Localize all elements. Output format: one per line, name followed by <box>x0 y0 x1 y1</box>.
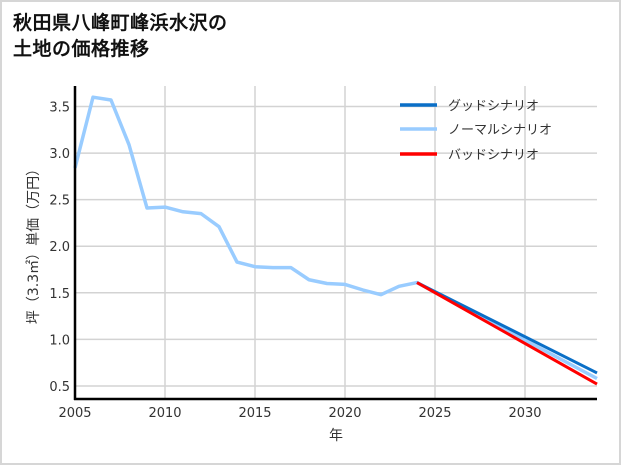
y-tick-label: 1.5 <box>49 287 70 302</box>
legend-label: バッドシナリオ <box>448 148 539 163</box>
title-line-2: 土地の価格推移 <box>13 38 150 60</box>
gridlines <box>74 86 597 399</box>
y-axis-label: 坪（3.3㎡）単価（万円） <box>26 162 42 324</box>
x-tick-label: 2025 <box>418 406 451 421</box>
series-line <box>416 281 598 386</box>
x-axis-label: 年 <box>329 428 343 444</box>
tick-labels: 0.5 1.0 1.5 2.0 2.5 3.0 3.5 2005 2010 2015 2020 202… <box>49 100 541 421</box>
legend-label: ノーマルシナリオ <box>448 123 552 138</box>
y-tick-label: 3.5 <box>49 100 70 115</box>
series-line <box>416 281 598 375</box>
x-tick-label: 2010 <box>148 406 181 421</box>
y-tick-label: 1.0 <box>49 333 70 348</box>
axes <box>73 86 597 401</box>
x-tick-label: 2015 <box>238 406 271 421</box>
x-tick-label: 2020 <box>328 406 361 421</box>
title-line-1: 秋田県八峰町峰浜水沢の <box>13 12 228 34</box>
x-tick-label: 2030 <box>508 406 541 421</box>
y-tick-label: 0.5 <box>49 380 70 395</box>
y-tick-label: 3.0 <box>49 147 70 162</box>
y-tick-label: 2.0 <box>49 240 70 255</box>
y-tick-label: 2.5 <box>49 194 70 209</box>
x-tick-label: 2005 <box>58 406 91 421</box>
chart-title: 秋田県八峰町峰浜水沢の 土地の価格推移 <box>13 10 228 62</box>
legend-label: グッドシナリオ <box>448 99 539 114</box>
data-series <box>73 95 598 386</box>
series-line <box>73 95 598 381</box>
